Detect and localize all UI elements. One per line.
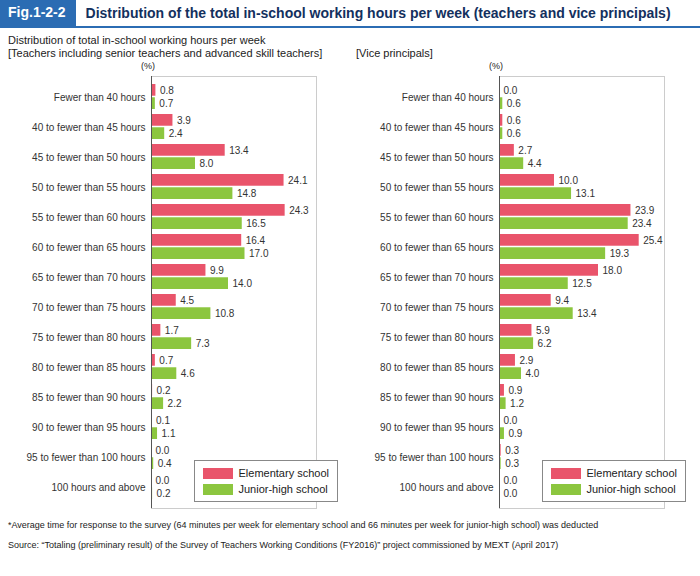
- svg-text:Fewer than 40 hours: Fewer than 40 hours: [54, 92, 146, 103]
- svg-text:0.3: 0.3: [505, 445, 519, 456]
- svg-text:2.9: 2.9: [519, 355, 533, 366]
- svg-text:0.7: 0.7: [159, 355, 173, 366]
- svg-text:19.3: 19.3: [610, 248, 630, 259]
- svg-text:4.6: 4.6: [181, 368, 195, 379]
- html-text:Elementary school: Elementary school: [586, 467, 677, 479]
- svg-text:1.7: 1.7: [165, 325, 179, 336]
- svg-text:16.4: 16.4: [246, 235, 266, 246]
- svg-text:12.5: 12.5: [572, 278, 592, 289]
- svg-text:0.6: 0.6: [507, 128, 521, 139]
- svg-text:85 to fewer than 90 hours: 85 to fewer than 90 hours: [32, 392, 145, 403]
- svg-text:0.7: 0.7: [159, 98, 173, 109]
- svg-text:5.9: 5.9: [536, 325, 550, 336]
- svg-text:90 to fewer than 95 hours: 90 to fewer than 95 hours: [32, 422, 145, 433]
- html-text:Junior-high school: Junior-high school: [586, 483, 676, 495]
- html-text:Elementary school: Elementary school: [238, 467, 329, 479]
- svg-text:23.4: 23.4: [632, 218, 652, 229]
- svg-text:55 to fewer than 60 hours: 55 to fewer than 60 hours: [380, 212, 493, 223]
- svg-text:4.5: 4.5: [180, 295, 194, 306]
- html-text:*Average time for response to: *Average time for response to the survey…: [8, 520, 599, 530]
- svg-text:1.2: 1.2: [510, 398, 524, 409]
- svg-text:3.9: 3.9: [177, 115, 191, 126]
- svg-text:0.6: 0.6: [507, 98, 521, 109]
- svg-text:60 to fewer than 65 hours: 60 to fewer than 65 hours: [380, 242, 493, 253]
- svg-text:7.3: 7.3: [196, 338, 210, 349]
- svg-text:9.9: 9.9: [210, 265, 224, 276]
- svg-text:10.0: 10.0: [559, 175, 579, 186]
- svg-text:2.2: 2.2: [168, 398, 182, 409]
- svg-text:50 to fewer than 55 hours: 50 to fewer than 55 hours: [380, 182, 493, 193]
- svg-text:9.4: 9.4: [555, 295, 569, 306]
- svg-text:60 to fewer than 65 hours: 60 to fewer than 65 hours: [32, 242, 145, 253]
- svg-text:0.9: 0.9: [508, 428, 522, 439]
- svg-text:13.4: 13.4: [577, 308, 597, 319]
- svg-text:24.3: 24.3: [289, 205, 309, 216]
- svg-text:1.1: 1.1: [162, 428, 176, 439]
- svg-text:13.1: 13.1: [576, 188, 596, 199]
- svg-text:24.1: 24.1: [288, 175, 308, 186]
- svg-text:14.8: 14.8: [237, 188, 257, 199]
- svg-text:0.1: 0.1: [156, 415, 170, 426]
- svg-text:65 to fewer than 70 hours: 65 to fewer than 70 hours: [32, 272, 145, 283]
- svg-text:70 to fewer than 75 hours: 70 to fewer than 75 hours: [32, 302, 145, 313]
- svg-text:0.3: 0.3: [505, 458, 519, 469]
- svg-text:23.9: 23.9: [635, 205, 655, 216]
- svg-text:13.4: 13.4: [229, 145, 249, 156]
- svg-text:0.0: 0.0: [504, 475, 518, 486]
- svg-text:14.0: 14.0: [233, 278, 253, 289]
- svg-text:0.0: 0.0: [156, 475, 170, 486]
- svg-text:4.4: 4.4: [528, 158, 542, 169]
- svg-text:4.0: 4.0: [526, 368, 540, 379]
- svg-text:16.5: 16.5: [246, 218, 266, 229]
- svg-text:95 to fewer than 100 hours: 95 to fewer than 100 hours: [375, 452, 494, 463]
- svg-text:8.0: 8.0: [200, 158, 214, 169]
- svg-text:17.0: 17.0: [249, 248, 269, 259]
- svg-text:6.2: 6.2: [538, 338, 552, 349]
- svg-text:95 to fewer than 100 hours: 95 to fewer than 100 hours: [27, 452, 146, 463]
- svg-text:50 to fewer than 55 hours: 50 to fewer than 55 hours: [32, 182, 145, 193]
- html-text:Fig.1-2-2: Fig.1-2-2: [8, 4, 66, 20]
- svg-text:0.8: 0.8: [160, 85, 174, 96]
- svg-text:0.0: 0.0: [156, 445, 170, 456]
- svg-text:18.0: 18.0: [603, 265, 623, 276]
- svg-text:2.4: 2.4: [169, 128, 183, 139]
- svg-text:2.7: 2.7: [518, 145, 532, 156]
- svg-text:75 to fewer than 80 hours: 75 to fewer than 80 hours: [32, 332, 145, 343]
- svg-text:0.9: 0.9: [508, 385, 522, 396]
- svg-text:90 to fewer than 95 hours: 90 to fewer than 95 hours: [380, 422, 493, 433]
- svg-text:40 to fewer than 45 hours: 40 to fewer than 45 hours: [32, 122, 145, 133]
- html-text:Distribution of the total in-s: Distribution of the total in-school work…: [85, 5, 671, 21]
- svg-text:65 to fewer than 70 hours: 65 to fewer than 70 hours: [380, 272, 493, 283]
- html-text:[Vice principals]: [Vice principals]: [356, 47, 433, 59]
- svg-text:75 to fewer than 80 hours: 75 to fewer than 80 hours: [380, 332, 493, 343]
- svg-text:0.4: 0.4: [158, 458, 172, 469]
- svg-text:0.2: 0.2: [157, 385, 171, 396]
- svg-text:100 hours and above: 100 hours and above: [400, 482, 494, 493]
- html-text:Junior-high school: Junior-high school: [238, 483, 328, 495]
- svg-text:0.2: 0.2: [157, 488, 171, 499]
- svg-text:70 to fewer than 75 hours: 70 to fewer than 75 hours: [380, 302, 493, 313]
- html-text:[Teachers including senior tea: [Teachers including senior teachers and …: [8, 47, 323, 59]
- svg-text:0.0: 0.0: [504, 85, 518, 96]
- svg-text:0.0: 0.0: [504, 415, 518, 426]
- svg-text:80 to fewer than 85 hours: 80 to fewer than 85 hours: [380, 362, 493, 373]
- svg-text:45 to fewer than 50 hours: 45 to fewer than 50 hours: [32, 152, 145, 163]
- html-text:Source: “Totaling (preliminary: Source: “Totaling (preliminary result) o…: [8, 540, 559, 550]
- svg-text:0.6: 0.6: [507, 115, 521, 126]
- svg-text:40 to fewer than 45 hours: 40 to fewer than 45 hours: [380, 122, 493, 133]
- svg-text:100 hours and above: 100 hours and above: [52, 482, 146, 493]
- svg-text:25.4: 25.4: [643, 235, 663, 246]
- svg-text:10.8: 10.8: [215, 308, 235, 319]
- svg-text:0.0: 0.0: [504, 488, 518, 499]
- svg-text:45 to fewer than 50 hours: 45 to fewer than 50 hours: [380, 152, 493, 163]
- svg-text:80 to fewer than 85 hours: 80 to fewer than 85 hours: [32, 362, 145, 373]
- svg-text:55 to fewer than 60 hours: 55 to fewer than 60 hours: [32, 212, 145, 223]
- svg-text:85 to fewer than 90 hours: 85 to fewer than 90 hours: [380, 392, 493, 403]
- html-text:Distribution of total in-schoo: Distribution of total in-school working …: [8, 34, 266, 46]
- svg-text:Fewer than 40 hours: Fewer than 40 hours: [402, 92, 494, 103]
